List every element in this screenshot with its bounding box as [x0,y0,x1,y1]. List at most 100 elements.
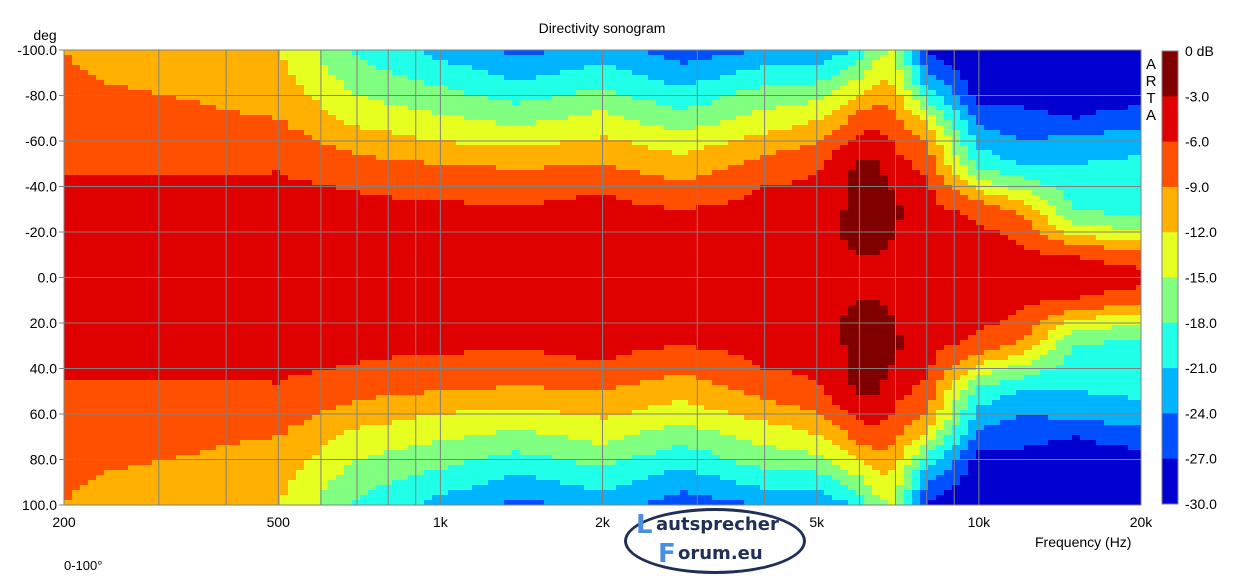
heatmap-cell [656,430,665,451]
heatmap-cell [576,485,585,506]
heatmap-cell [1120,130,1129,161]
heatmap-cell [496,125,505,146]
heatmap-cell [472,165,481,206]
heatmap-cell [944,470,953,491]
heatmap-cell [1072,420,1081,436]
heatmap-cell [1128,425,1137,451]
heatmap-cell [720,385,729,411]
heatmap-cell [816,100,825,121]
heatmap-cell [1104,160,1113,216]
heatmap-cell [1136,400,1142,426]
heatmap-cell [1048,240,1057,256]
heatmap-cell [272,435,281,506]
heatmap-cell [720,460,729,481]
heatmap-cell [696,125,705,151]
heatmap-cell [992,360,1001,371]
heatmap-cell [608,65,617,91]
colorbar-label: -18.0 [1185,315,1217,331]
heatmap-cell [1064,165,1073,201]
heatmap-cell [896,335,905,351]
heatmap-cell [864,70,873,91]
heatmap-cell [928,115,937,131]
heatmap-cell [792,125,801,151]
heatmap-cell [376,100,385,131]
heatmap-cell [1064,335,1073,356]
heatmap-cell [544,145,553,166]
heatmap-cell [952,485,961,506]
heatmap-cell [392,160,401,201]
heatmap-cell [912,420,921,441]
heatmap-cell [440,85,449,116]
heatmap-cell [536,435,545,456]
heatmap-cell [432,355,441,391]
heatmap-cell [840,210,849,241]
heatmap-cell [1128,215,1137,231]
heatmap-cell [744,50,753,71]
heatmap-cell [768,155,777,186]
heatmap-cell [640,430,649,456]
heatmap-cell [928,50,937,56]
heatmap-cell [600,445,609,466]
heatmap-cell [496,430,505,456]
heatmap-cell [688,450,697,471]
heatmap-cell [600,65,609,91]
heatmap-cell [1136,315,1142,326]
heatmap-cell [528,50,537,56]
heatmap-cell [912,65,921,86]
heatmap-cell [1096,345,1105,396]
heatmap-cell [472,485,481,506]
heatmap-cell [792,450,801,471]
heatmap-cell [1008,345,1017,356]
heatmap-cell [896,205,905,221]
heatmap-cell [1064,235,1073,246]
heatmap-cell [1104,225,1113,241]
heatmap-cell [1032,195,1041,211]
heatmap-cell [1016,390,1025,416]
heatmap-cell [1048,135,1057,166]
heatmap-cell [392,355,401,396]
heatmap-cell [1088,225,1097,236]
heatmap-cell [488,390,497,411]
heatmap-cell [544,455,553,481]
heatmap-cell [608,50,617,66]
heatmap-cell [360,155,369,196]
heatmap-cell [752,135,761,161]
heatmap-cell [1072,135,1081,166]
heatmap-cell [1040,445,1049,506]
heatmap-cell [944,420,953,436]
heatmap-cell [1008,190,1017,201]
heatmap-cell [624,385,633,416]
heatmap-cell [544,355,553,391]
heatmap-cell [1120,340,1129,396]
heatmap-cell [720,75,729,96]
heatmap-cell [376,70,385,101]
heatmap-cell [1008,175,1017,191]
heatmap-cell [824,420,833,441]
heatmap-cell [1008,450,1017,506]
heatmap-cell [592,415,601,446]
heatmap-cell [480,485,489,506]
heatmap-cell [248,440,257,506]
heatmap-cell [616,415,625,441]
heatmap-cell [680,490,689,506]
heatmap-cell [200,50,209,106]
heatmap-cell [1128,230,1137,241]
heatmap-cell [984,170,993,181]
x-tick-label: 500 [267,514,291,530]
heatmap-cell [704,495,713,506]
heatmap-cell [720,350,729,386]
heatmap-cell [152,50,161,96]
heatmap-cell [1112,130,1121,161]
heatmap-cell [1056,390,1065,421]
heatmap-cell [1016,50,1025,106]
heatmap-cell [536,500,545,506]
heatmap-cell [184,455,193,506]
heatmap-cell [840,470,849,486]
heatmap-cell [848,50,857,66]
heatmap-cell [968,135,977,161]
heatmap-cell [944,105,953,121]
heatmap-cell [952,190,961,211]
heatmap-cell [824,475,833,496]
heatmap-cell [816,475,825,491]
heatmap-cell [80,50,89,71]
